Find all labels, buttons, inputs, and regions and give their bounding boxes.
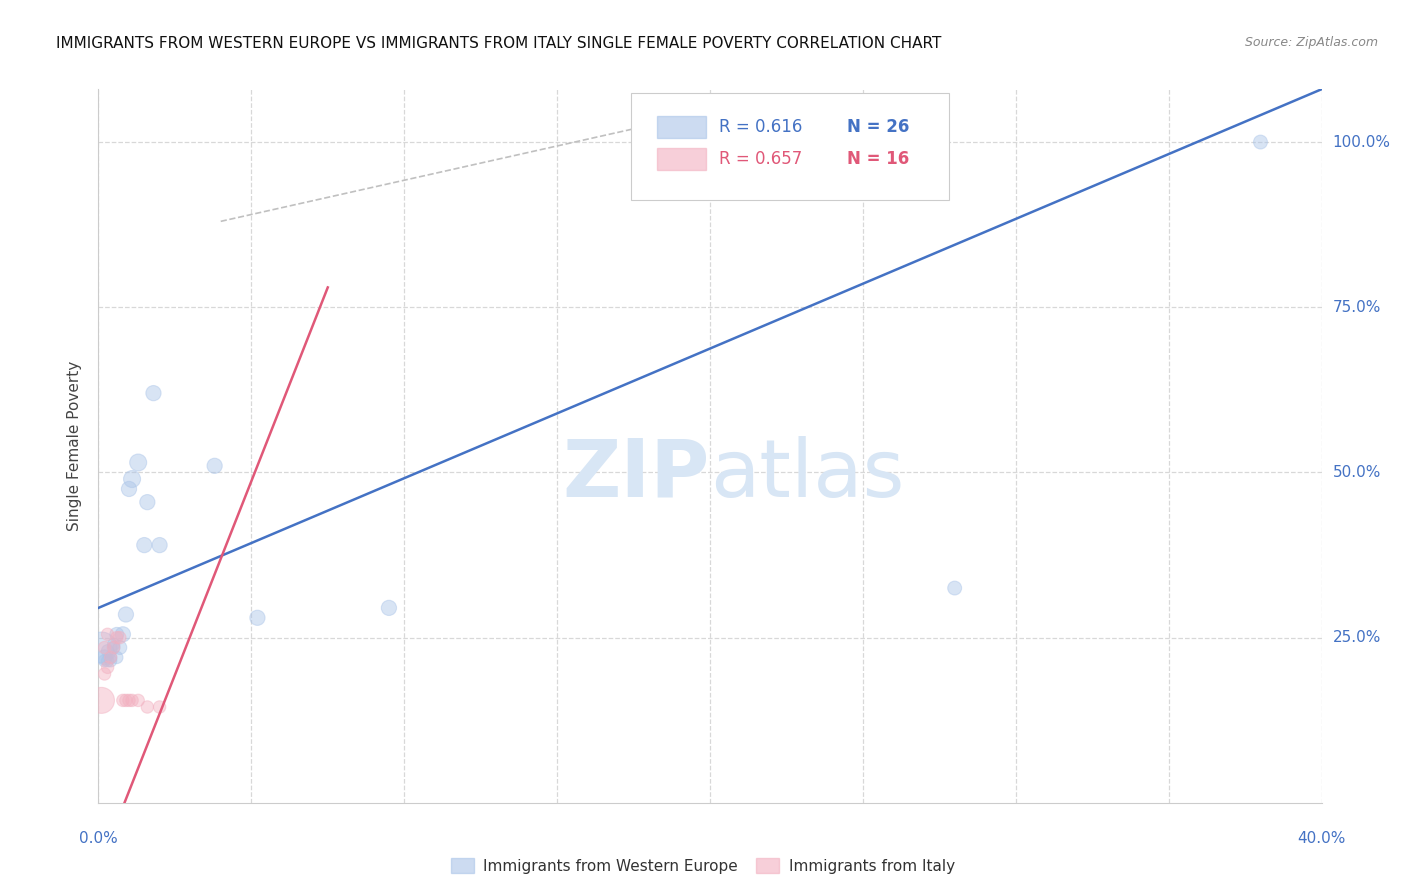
Point xyxy=(103,637,125,651)
Point xyxy=(103,640,125,655)
Point xyxy=(127,693,149,707)
Point xyxy=(111,693,134,707)
Point xyxy=(97,627,120,641)
Point xyxy=(90,640,112,655)
Point xyxy=(108,631,131,645)
Point xyxy=(93,654,115,668)
Point xyxy=(103,640,125,655)
Text: atlas: atlas xyxy=(710,435,904,514)
Point xyxy=(1249,135,1271,149)
Point xyxy=(97,660,120,674)
Point xyxy=(149,700,172,714)
Text: 25.0%: 25.0% xyxy=(1333,630,1381,645)
Point xyxy=(149,538,172,552)
Point xyxy=(90,693,112,707)
Point xyxy=(136,495,159,509)
Text: IMMIGRANTS FROM WESTERN EUROPE VS IMMIGRANTS FROM ITALY SINGLE FEMALE POVERTY CO: IMMIGRANTS FROM WESTERN EUROPE VS IMMIGR… xyxy=(56,36,942,51)
Point xyxy=(943,581,966,595)
Point xyxy=(378,600,401,615)
Point xyxy=(105,631,128,645)
Point xyxy=(204,458,226,473)
FancyBboxPatch shape xyxy=(630,93,949,200)
Point xyxy=(93,650,115,665)
Text: 40.0%: 40.0% xyxy=(1298,830,1346,846)
Point xyxy=(118,482,141,496)
Point xyxy=(115,693,138,707)
Text: Source: ZipAtlas.com: Source: ZipAtlas.com xyxy=(1244,36,1378,49)
Point xyxy=(97,654,120,668)
Text: 50.0%: 50.0% xyxy=(1333,465,1381,480)
Point xyxy=(115,607,138,622)
Point xyxy=(100,654,122,668)
Text: 75.0%: 75.0% xyxy=(1333,300,1381,315)
Point xyxy=(100,650,122,665)
Point xyxy=(246,611,269,625)
Point xyxy=(105,650,128,665)
Point xyxy=(142,386,165,401)
Text: N = 16: N = 16 xyxy=(846,150,910,168)
Text: R = 0.616: R = 0.616 xyxy=(718,118,801,136)
Text: N = 26: N = 26 xyxy=(846,118,910,136)
Point xyxy=(118,693,141,707)
Text: ZIP: ZIP xyxy=(562,435,710,514)
Point xyxy=(121,472,143,486)
Point xyxy=(97,644,120,658)
Point xyxy=(93,640,115,655)
Point xyxy=(111,627,134,641)
FancyBboxPatch shape xyxy=(658,148,706,169)
Point xyxy=(136,700,159,714)
Legend: Immigrants from Western Europe, Immigrants from Italy: Immigrants from Western Europe, Immigran… xyxy=(446,852,960,880)
Point xyxy=(121,693,143,707)
Point xyxy=(100,650,122,665)
Point xyxy=(134,538,156,552)
Text: R = 0.657: R = 0.657 xyxy=(718,150,801,168)
Text: 100.0%: 100.0% xyxy=(1333,135,1391,150)
FancyBboxPatch shape xyxy=(658,116,706,137)
Text: 0.0%: 0.0% xyxy=(79,830,118,846)
Point xyxy=(93,667,115,681)
Point xyxy=(127,456,149,470)
Point xyxy=(105,627,128,641)
Point xyxy=(108,640,131,655)
Y-axis label: Single Female Poverty: Single Female Poverty xyxy=(67,361,83,531)
